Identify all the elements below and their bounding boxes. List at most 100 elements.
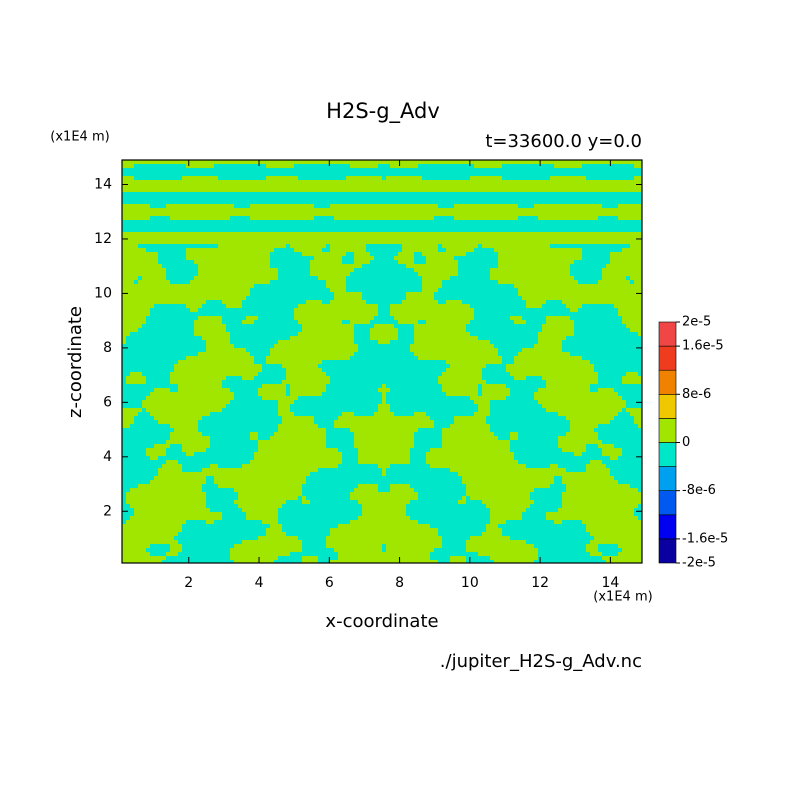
field-cell [122, 528, 182, 532]
field-cell [510, 316, 522, 320]
field-cell [610, 252, 642, 256]
field-cell [270, 348, 358, 352]
field-cell [546, 512, 634, 516]
field-cell [194, 324, 226, 328]
field-cell [186, 452, 194, 456]
field-cell [350, 520, 418, 524]
field-cell [146, 396, 234, 400]
field-cell [194, 260, 270, 264]
field-cell [382, 384, 386, 388]
field-cell [450, 556, 466, 560]
field-cell [122, 340, 126, 344]
field-cell [318, 276, 346, 280]
field-cell [294, 308, 378, 312]
colorbar-segment [658, 393, 677, 419]
field-cell [310, 268, 354, 272]
field-cell [126, 496, 206, 500]
field-cell [538, 336, 566, 340]
field-cell [122, 308, 150, 312]
field-cell [242, 320, 254, 324]
field-cell [426, 456, 514, 460]
field-cell [122, 204, 150, 208]
field-cell [598, 444, 614, 448]
colorbar-label: 0 [682, 435, 690, 450]
field-cell [386, 176, 422, 180]
field-cell [490, 272, 570, 276]
field-cell [542, 404, 626, 408]
field-cell [410, 348, 498, 352]
field-cell [622, 380, 642, 384]
field-cell [122, 244, 138, 248]
field-cell [170, 432, 202, 436]
field-cell [186, 304, 202, 308]
field-cell [186, 248, 274, 252]
field-cell [334, 420, 434, 424]
field-cell [146, 408, 222, 412]
field-cell [490, 516, 522, 520]
field-cell [274, 432, 326, 436]
field-cell [122, 252, 158, 256]
colorbar-segment [658, 514, 677, 540]
field-cell [126, 376, 146, 380]
field-cell [454, 416, 486, 420]
field-cell [562, 448, 586, 452]
colorbar-segment [658, 345, 677, 371]
field-cell [510, 436, 518, 440]
field-cell [154, 444, 170, 448]
field-cell [638, 332, 642, 336]
field-cell [386, 548, 434, 552]
field-cell [418, 356, 502, 360]
field-cell [422, 252, 466, 256]
field-cell [622, 320, 642, 324]
field-cell [482, 532, 502, 536]
colorbar-label: 1.6e-5 [682, 339, 724, 354]
field-cell [262, 384, 286, 388]
field-cell [150, 456, 158, 460]
field-cell [598, 280, 630, 284]
field-cell [178, 384, 222, 388]
field-cell [630, 328, 642, 332]
field-cell [618, 552, 642, 556]
field-cell [414, 336, 478, 340]
field-cell [262, 396, 298, 400]
field-cell [506, 368, 594, 372]
y-tick-label: 12 [94, 231, 112, 247]
field-cell [482, 500, 534, 504]
field-cell [122, 312, 150, 316]
field-cell [262, 520, 278, 524]
field-cell [166, 460, 178, 464]
field-cell [394, 316, 474, 320]
field-cell [454, 204, 518, 208]
field-cell [138, 484, 202, 488]
field-cell [150, 412, 210, 416]
field-cell [582, 520, 642, 524]
field-cell [122, 248, 146, 252]
field-cell [470, 176, 502, 180]
field-cell [122, 176, 134, 180]
field-cell [202, 336, 230, 340]
field-cell [122, 284, 254, 288]
field-cell [354, 252, 370, 256]
field-cell [130, 516, 222, 520]
field-cell [346, 176, 382, 180]
field-cell [330, 300, 366, 304]
field-cell [214, 480, 306, 484]
field-cell [294, 312, 378, 316]
field-cell [122, 164, 134, 168]
field-cell [482, 244, 550, 248]
field-cell [122, 180, 642, 184]
field-cell [482, 392, 510, 396]
field-cell [362, 504, 406, 508]
field-cell [206, 344, 234, 348]
field-cell [514, 284, 642, 288]
chart-title: H2S-g_Adv [326, 99, 440, 124]
field-cell [338, 556, 430, 560]
field-cell [430, 448, 510, 452]
field-cell [186, 256, 270, 260]
field-cell [330, 532, 438, 536]
field-cell [266, 164, 294, 168]
field-cell [154, 476, 206, 480]
field-cell [590, 460, 602, 464]
subtitle: t=33600.0 y=0.0 [485, 131, 642, 152]
field-cell [390, 164, 418, 168]
